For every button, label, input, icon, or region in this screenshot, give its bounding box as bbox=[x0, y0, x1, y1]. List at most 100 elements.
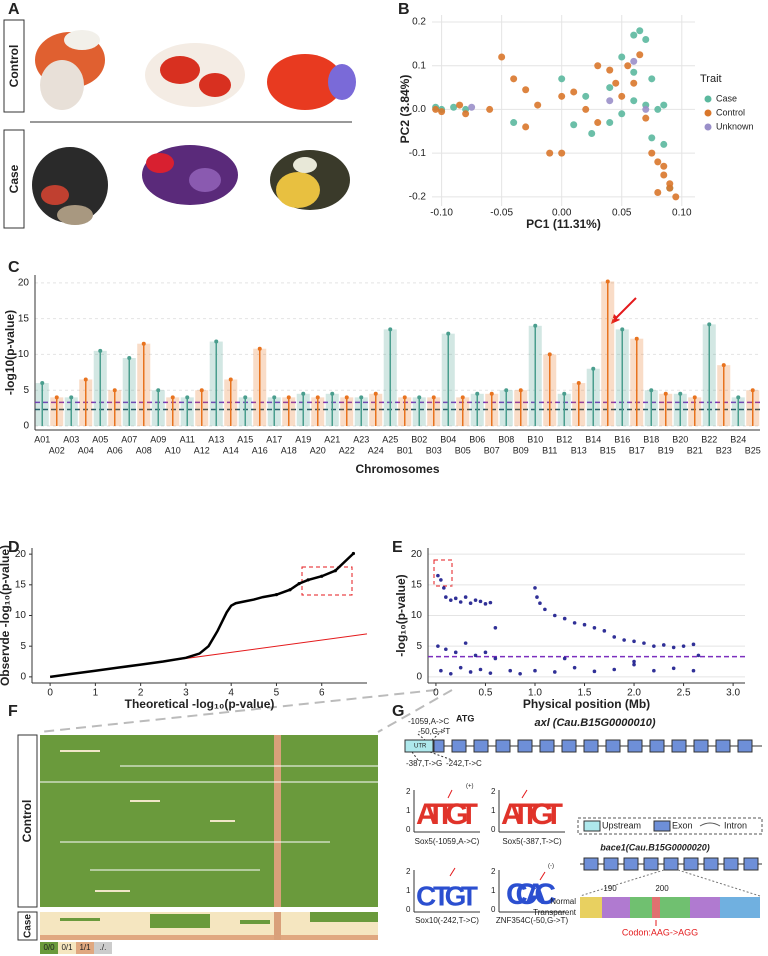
y-tick-label: 5 bbox=[416, 641, 422, 652]
point bbox=[535, 595, 539, 599]
motif-logos bbox=[413, 789, 565, 913]
x-tick-label: A25 bbox=[382, 434, 398, 444]
x-tick-label: 0.10 bbox=[672, 208, 692, 219]
legend-swatch bbox=[94, 942, 112, 954]
point bbox=[594, 62, 602, 70]
y-tick-label: 15 bbox=[15, 579, 27, 590]
point bbox=[594, 119, 602, 127]
y-tick-label: 5 bbox=[23, 385, 29, 396]
x-tick-label: A04 bbox=[78, 445, 94, 455]
point bbox=[630, 79, 638, 87]
point bbox=[618, 92, 626, 100]
x-tick-label: 4 bbox=[228, 688, 234, 699]
point bbox=[558, 149, 566, 157]
legend-swatch bbox=[58, 942, 76, 954]
x-tick-label: A14 bbox=[223, 445, 239, 455]
point bbox=[522, 86, 530, 94]
x-tick-label: A16 bbox=[252, 445, 268, 455]
chromosome-peak bbox=[286, 395, 291, 400]
y-axis-label: -log10(p-value) bbox=[3, 310, 17, 395]
y-tick-label: 20 bbox=[15, 549, 27, 560]
gene-model bbox=[404, 727, 762, 761]
y-tick-label: 0.2 bbox=[412, 17, 426, 28]
point bbox=[306, 578, 310, 582]
x-tick-label: B24 bbox=[730, 434, 746, 444]
motif-label: Sox5(-1059,A->C) bbox=[415, 837, 480, 846]
row-label: Transparent bbox=[533, 908, 577, 917]
x-axis-label: Theoretical -log₁₀(p-value) bbox=[125, 697, 275, 711]
point bbox=[630, 97, 638, 105]
chromosome-peak bbox=[344, 395, 349, 400]
point bbox=[642, 114, 650, 122]
legend-label: Case bbox=[716, 93, 737, 103]
point bbox=[630, 57, 638, 65]
legend-label: Upstream bbox=[602, 820, 641, 830]
point bbox=[508, 668, 513, 673]
point bbox=[630, 68, 638, 76]
variant-label: -50,G->T bbox=[418, 727, 450, 736]
x-axis-label: Chromosomes bbox=[355, 462, 439, 476]
point bbox=[493, 656, 498, 661]
point bbox=[636, 51, 644, 59]
chromosome-peak bbox=[228, 377, 233, 382]
legend-swatch bbox=[583, 820, 601, 832]
panel-label: A bbox=[8, 1, 20, 18]
point bbox=[572, 665, 577, 670]
chromosome-peak bbox=[431, 395, 436, 400]
highlight-box bbox=[433, 559, 453, 587]
x-tick-label: B06 bbox=[469, 434, 485, 444]
x-tick-label: A10 bbox=[165, 445, 181, 455]
point bbox=[660, 162, 668, 170]
x-tick-label: 0 bbox=[47, 688, 53, 699]
y-tick-label: 0 bbox=[20, 672, 26, 683]
x-tick-label: A03 bbox=[63, 434, 79, 444]
point bbox=[632, 659, 636, 664]
x-tick-label: A07 bbox=[121, 434, 137, 444]
point bbox=[612, 635, 617, 639]
point bbox=[572, 621, 577, 625]
point bbox=[498, 53, 506, 61]
chromosome-peak bbox=[402, 395, 407, 400]
x-tick-label: B23 bbox=[716, 445, 732, 455]
chromosome-peak bbox=[359, 395, 364, 400]
point bbox=[612, 79, 620, 87]
chromosome-peak bbox=[170, 395, 175, 400]
highlight-box bbox=[301, 566, 353, 596]
point bbox=[671, 645, 676, 650]
logo-tick: 2 bbox=[491, 867, 496, 876]
point bbox=[570, 121, 578, 129]
chromosome-peak bbox=[750, 388, 755, 393]
chromosome-peak bbox=[475, 391, 480, 396]
chromosome-peak bbox=[98, 348, 103, 353]
x-tick-label: A08 bbox=[136, 445, 152, 455]
legend-title: Trait bbox=[700, 73, 722, 85]
logo-tick: 0 bbox=[491, 905, 496, 914]
point bbox=[612, 667, 617, 672]
point bbox=[453, 650, 458, 655]
point bbox=[618, 110, 626, 118]
y-tick-label: 0.1 bbox=[412, 60, 426, 71]
point bbox=[448, 671, 453, 676]
group-label: Case bbox=[23, 914, 34, 938]
point bbox=[648, 75, 656, 83]
point bbox=[582, 622, 587, 627]
point bbox=[654, 158, 662, 166]
strand: (-) bbox=[548, 864, 554, 870]
y-axis-label: PC2 (3.84%) bbox=[398, 75, 412, 144]
chromosome-peak bbox=[707, 322, 712, 327]
chromosome-peak bbox=[576, 381, 581, 386]
x-tick-label: A01 bbox=[34, 434, 50, 444]
point bbox=[478, 667, 483, 672]
point bbox=[691, 642, 696, 647]
point bbox=[562, 616, 567, 621]
point bbox=[652, 668, 656, 673]
x-axis-label: Physical position (Mb) bbox=[523, 697, 650, 711]
arrow bbox=[613, 297, 637, 321]
chromosome-peak bbox=[69, 395, 74, 400]
point bbox=[458, 600, 463, 604]
x-tick-label: 0.00 bbox=[552, 208, 572, 219]
point bbox=[478, 599, 483, 604]
logo-tick: 2 bbox=[406, 867, 411, 876]
point bbox=[588, 129, 596, 137]
box bbox=[3, 19, 25, 113]
